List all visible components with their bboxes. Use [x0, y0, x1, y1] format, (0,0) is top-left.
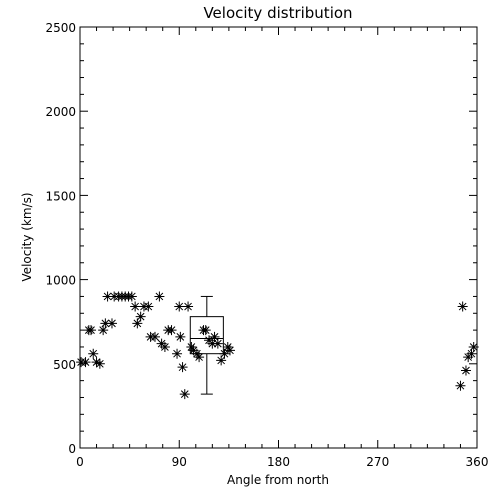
data-point [209, 331, 220, 342]
data-point [106, 318, 117, 329]
y-tick-label: 1000 [45, 274, 76, 288]
data-point [154, 291, 165, 302]
data-point [100, 318, 111, 329]
data-point [186, 341, 197, 352]
box-iqr [189, 316, 224, 355]
data-point [194, 352, 205, 363]
data-point [88, 348, 99, 359]
x-tick-label: 270 [366, 455, 389, 469]
data-point [130, 301, 141, 312]
data-point [200, 325, 211, 336]
data-point [457, 301, 468, 312]
data-point [94, 358, 105, 369]
data-point [222, 341, 233, 352]
y-tick-label: 1500 [45, 189, 76, 203]
data-point [143, 301, 154, 312]
data-point [179, 389, 190, 400]
y-tick-label: 0 [68, 442, 76, 456]
data-point [191, 348, 202, 359]
data-point [86, 325, 97, 336]
chart-title: Velocity distribution [203, 4, 352, 22]
data-point [175, 331, 186, 342]
data-point [212, 338, 223, 349]
x-axis: 0 90 180 270 360 [76, 27, 488, 469]
data-point [132, 318, 143, 329]
data-point [219, 348, 230, 359]
data-point [135, 311, 146, 322]
data-point [166, 325, 177, 336]
y-axis-label: Velocity (km/s) [20, 192, 34, 281]
y-tick-label: 500 [53, 358, 76, 372]
data-point [172, 348, 183, 359]
data-point [149, 331, 160, 342]
data-point [98, 325, 109, 336]
data-point [91, 357, 102, 368]
x-tick-label: 180 [267, 455, 290, 469]
data-point [224, 345, 235, 356]
data-point [177, 362, 188, 373]
data-point [102, 291, 113, 302]
x-axis-label: Angle from north [227, 473, 329, 487]
y-tick-label: 2000 [45, 105, 76, 119]
data-point [207, 338, 218, 349]
data-point [159, 341, 170, 352]
data-point [466, 348, 477, 359]
x-tick-label: 90 [172, 455, 187, 469]
data-point [183, 301, 194, 312]
data-point [455, 380, 466, 391]
x-tick-label: 360 [466, 455, 489, 469]
data-point [468, 341, 479, 352]
y-axis: 0 500 1000 1500 2000 2500 [45, 21, 477, 456]
data-point [174, 301, 185, 312]
data-point [80, 357, 91, 368]
data-point [460, 365, 471, 376]
y-tick-label: 2500 [45, 21, 76, 35]
data-points [76, 291, 479, 400]
data-point [126, 291, 137, 302]
data-point [216, 355, 227, 366]
x-tick-label: 0 [76, 455, 84, 469]
